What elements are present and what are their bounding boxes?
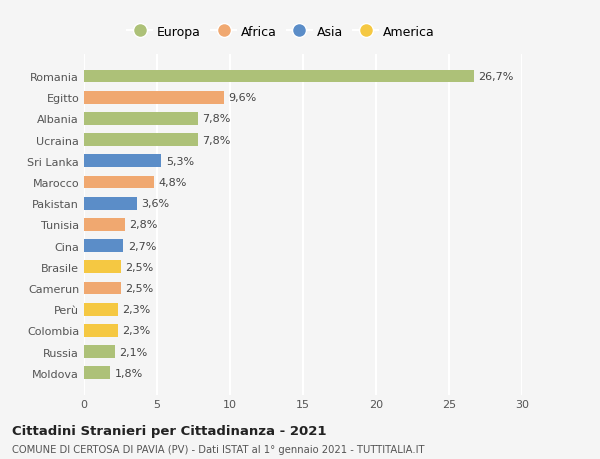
Text: 4,8%: 4,8% xyxy=(158,178,187,188)
Text: 9,6%: 9,6% xyxy=(229,93,257,103)
Bar xyxy=(84,282,121,295)
Text: 2,3%: 2,3% xyxy=(122,326,150,336)
Bar xyxy=(84,218,125,231)
Text: Cittadini Stranieri per Cittadinanza - 2021: Cittadini Stranieri per Cittadinanza - 2… xyxy=(12,424,326,437)
Text: 2,5%: 2,5% xyxy=(125,283,153,293)
Bar xyxy=(84,367,110,379)
Bar xyxy=(84,325,118,337)
Text: 2,3%: 2,3% xyxy=(122,304,150,314)
Text: COMUNE DI CERTOSA DI PAVIA (PV) - Dati ISTAT al 1° gennaio 2021 - TUTTITALIA.IT: COMUNE DI CERTOSA DI PAVIA (PV) - Dati I… xyxy=(12,444,425,454)
Bar xyxy=(84,346,115,358)
Text: 1,8%: 1,8% xyxy=(115,368,143,378)
Bar xyxy=(84,197,137,210)
Text: 7,8%: 7,8% xyxy=(202,135,230,146)
Text: 5,3%: 5,3% xyxy=(166,157,194,167)
Text: 2,7%: 2,7% xyxy=(128,241,156,251)
Bar xyxy=(84,261,121,274)
Text: 3,6%: 3,6% xyxy=(141,199,169,209)
Bar xyxy=(84,240,124,252)
Text: 2,5%: 2,5% xyxy=(125,262,153,272)
Text: 7,8%: 7,8% xyxy=(202,114,230,124)
Legend: Europa, Africa, Asia, America: Europa, Africa, Asia, America xyxy=(122,21,440,44)
Bar xyxy=(84,155,161,168)
Bar xyxy=(84,92,224,104)
Bar xyxy=(84,303,118,316)
Text: 2,1%: 2,1% xyxy=(119,347,147,357)
Bar xyxy=(84,134,198,147)
Text: 2,8%: 2,8% xyxy=(129,220,158,230)
Bar xyxy=(84,71,474,83)
Bar xyxy=(84,113,198,125)
Text: 26,7%: 26,7% xyxy=(478,72,514,82)
Bar xyxy=(84,176,154,189)
